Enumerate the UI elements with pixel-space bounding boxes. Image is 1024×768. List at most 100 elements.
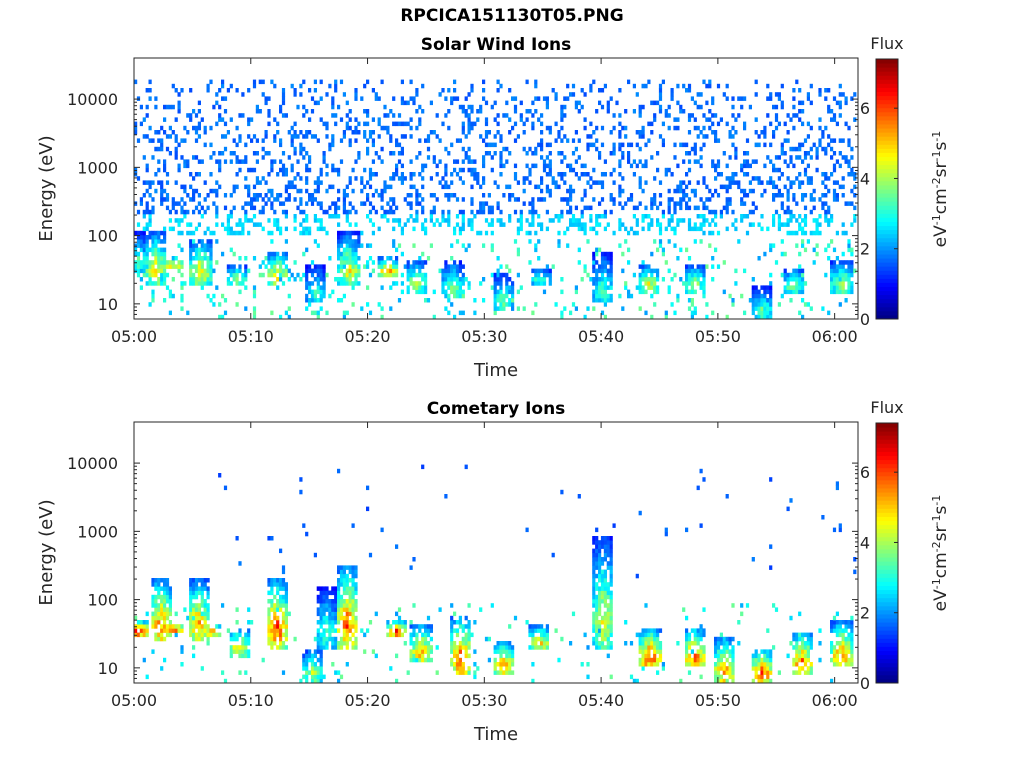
flux-cell (795, 113, 799, 118)
flux-cell (281, 599, 286, 604)
flux-cell (192, 628, 196, 633)
flux-cell (455, 138, 460, 143)
flux-cell (731, 134, 735, 139)
flux-cell (487, 209, 491, 215)
flux-cell (786, 281, 790, 286)
flux-cell (754, 298, 758, 303)
flux-cell (151, 264, 155, 269)
flux-cell (168, 611, 172, 617)
flux-cell (603, 268, 607, 274)
flux-cell (354, 607, 358, 612)
flux-cell (719, 636, 723, 642)
flux-cell (731, 298, 735, 303)
flux-cell (470, 159, 474, 164)
flux-cell (554, 628, 558, 633)
flux-cell (621, 222, 625, 227)
flux-cell (450, 268, 454, 274)
flux-cell (354, 641, 358, 646)
flux-cell (609, 130, 613, 135)
flux-cell (232, 138, 236, 143)
flux-cell (197, 272, 201, 278)
flux-cell (273, 260, 277, 265)
flux-cell (145, 163, 149, 169)
flux-cell (748, 104, 752, 110)
flux-cell (154, 235, 158, 240)
flux-cell (284, 184, 288, 190)
flux-cell (693, 632, 697, 638)
flux-cell (676, 117, 680, 122)
flux-cell (331, 201, 335, 206)
flux-cell (766, 302, 770, 307)
flux-cell (508, 218, 512, 223)
flux-cell (273, 264, 277, 269)
flux-cell (687, 222, 692, 227)
flux-cell (154, 230, 158, 236)
flux-cell (281, 209, 286, 215)
flux-cell (499, 151, 503, 156)
flux-cell (679, 218, 683, 223)
flux-cell (557, 239, 561, 244)
flux-cell (319, 645, 323, 650)
flux-cell (395, 163, 399, 169)
flux-cell (299, 477, 303, 482)
flux-cell (319, 226, 323, 232)
flux-cell (212, 188, 216, 194)
flux-cell (238, 222, 242, 227)
flux-cell (629, 197, 634, 202)
flux-cell (670, 96, 674, 101)
flux-cell (458, 289, 462, 295)
flux-cell (508, 197, 512, 202)
flux-cell (276, 590, 280, 596)
flux-cell (777, 193, 781, 198)
flux-cell (627, 142, 631, 148)
flux-cell (690, 188, 694, 194)
flux-cell (774, 113, 779, 118)
flux-cell (395, 142, 399, 148)
flux-cell (612, 167, 616, 173)
flux-cell (453, 293, 457, 299)
flux-cell (337, 615, 341, 621)
flux-cell (180, 184, 184, 190)
flux-cell (270, 188, 274, 194)
flux-cell (795, 272, 799, 278)
flux-cell (600, 264, 605, 269)
flux-cell (493, 180, 497, 185)
flux-cell (479, 109, 483, 114)
flux-cell (424, 657, 428, 663)
flux-cell (711, 96, 715, 101)
flux-cell (235, 277, 239, 282)
flux-cell (835, 159, 839, 164)
flux-cell (400, 272, 404, 278)
flux-cell (606, 260, 610, 265)
flux-cell (258, 109, 262, 114)
flux-cell (389, 134, 393, 139)
flux-cell (316, 632, 320, 638)
flux-cell (279, 599, 283, 604)
flux-cell (241, 636, 245, 642)
flux-cell (635, 92, 639, 97)
flux-cell (342, 624, 346, 629)
flux-cell (798, 264, 802, 269)
flux-cell (438, 607, 442, 612)
flux-cell (276, 256, 280, 261)
flux-cell (786, 113, 790, 118)
flux-cell (725, 163, 729, 169)
flux-cell (641, 268, 645, 274)
flux-cell (635, 230, 639, 236)
flux-cell (699, 468, 703, 474)
flux-cell (310, 197, 315, 202)
flux-cell (334, 599, 338, 604)
flux-cell (174, 155, 178, 160)
flux-cell (499, 662, 503, 667)
flux-cell (279, 314, 283, 320)
flux-cell (192, 590, 196, 596)
flux-cell (824, 172, 828, 177)
flux-cell (421, 277, 425, 282)
flux-cell (412, 649, 416, 654)
flux-cell (606, 285, 610, 290)
flux-cell (212, 302, 216, 307)
flux-cell (496, 79, 500, 85)
flux-cell (374, 92, 378, 97)
flux-cell (386, 209, 390, 215)
flux-cell (699, 628, 703, 633)
